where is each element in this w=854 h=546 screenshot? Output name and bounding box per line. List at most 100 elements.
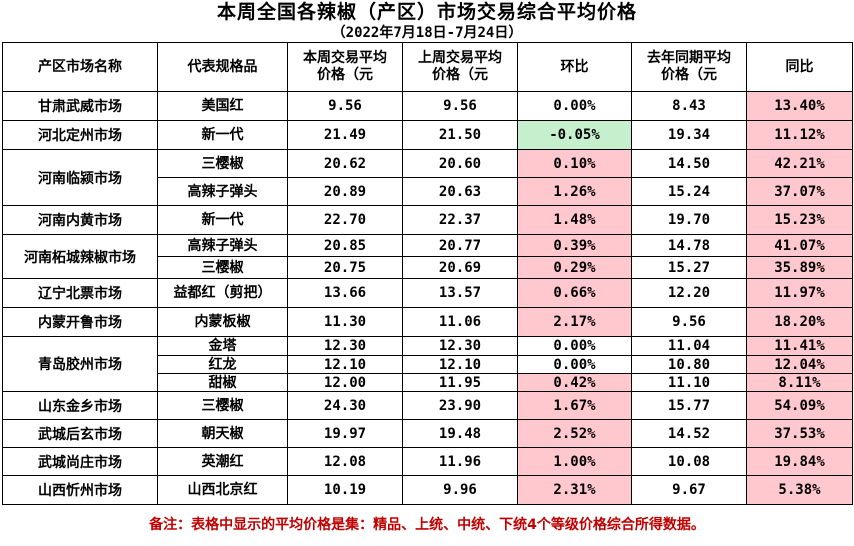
date-range-subtitle: （2022年7月18日-7月24日） xyxy=(331,25,523,41)
last-year-price: 19.70 xyxy=(631,205,747,235)
last-week-price: 20.77 xyxy=(402,234,518,257)
last-week-price: 9.96 xyxy=(402,475,518,505)
this-week-price: 20.75 xyxy=(287,256,403,279)
spec-cell: 益都红（剪把） xyxy=(157,278,288,308)
last-week-price: 11.96 xyxy=(402,447,518,476)
this-week-price: 20.62 xyxy=(287,149,403,178)
table-row: 内蒙开鲁市场 内蒙板椒 11.30 11.06 2.17% 9.56 18.20% xyxy=(2,307,853,337)
last-week-price: 19.48 xyxy=(402,419,518,448)
mom-change: 0.42% xyxy=(517,373,632,392)
yoy-change: 8.11% xyxy=(746,373,853,392)
market-cell: 辽宁北票市场 xyxy=(2,278,158,308)
spec-cell: 高辣子弹头 xyxy=(157,177,288,206)
this-week-price: 22.70 xyxy=(287,205,403,235)
last-week-price: 9.56 xyxy=(402,91,518,121)
mom-change: 2.31% xyxy=(517,475,632,505)
header-this-week-line2: 价格（元 xyxy=(317,67,373,83)
yoy-change: 5.38% xyxy=(746,475,853,505)
spec-cell: 新一代 xyxy=(157,205,288,235)
header-last-week-line2: 价格（元 xyxy=(432,67,488,83)
header-row: 产区市场名称 代表规格品 本周交易平均 价格（元 上周交易平均 价格（元 环比 … xyxy=(2,42,853,92)
mom-change: 1.67% xyxy=(517,391,632,420)
spec-cell: 三樱椒 xyxy=(157,256,288,279)
price-table: 产区市场名称 代表规格品 本周交易平均 价格（元 上周交易平均 价格（元 环比 … xyxy=(2,42,853,505)
spec-cell: 高辣子弹头 xyxy=(157,234,288,257)
table-row: 三樱椒 20.75 20.69 0.29% 15.27 35.89% xyxy=(3,256,853,279)
market-cell: 山东金乡市场 xyxy=(2,391,158,420)
yoy-change: 37.07% xyxy=(746,177,853,206)
header-last-week-line1: 上周交易平均 xyxy=(418,50,502,66)
last-year-price: 11.10 xyxy=(631,373,747,392)
market-cell: 山西忻州市场 xyxy=(2,475,158,505)
table-row: 甘肃武威市场 美国红 9.56 9.56 0.00% 8.43 13.40% xyxy=(2,91,853,121)
yoy-change: 35.89% xyxy=(746,256,853,279)
this-week-price: 12.08 xyxy=(287,447,403,476)
header-last-year: 去年同期平均 价格（元 xyxy=(631,42,747,92)
this-week-price: 12.30 xyxy=(287,336,403,356)
last-year-price: 9.67 xyxy=(631,475,747,505)
spec-cell: 金塔 xyxy=(157,336,288,356)
spec-cell: 三樱椒 xyxy=(157,391,288,420)
market-cell: 河南内黄市场 xyxy=(2,205,158,235)
last-week-price: 20.69 xyxy=(402,256,518,279)
last-year-price: 10.08 xyxy=(631,447,747,476)
header-this-week: 本周交易平均 价格（元 xyxy=(287,42,403,92)
last-week-price: 20.60 xyxy=(402,149,518,178)
table-row: 河北定州市场 新一代 21.49 21.50 -0.05% 19.34 11.12% xyxy=(2,120,853,150)
last-year-price: 15.27 xyxy=(631,256,747,279)
market-cell: 河南临颍市场 xyxy=(2,149,158,206)
yoy-change: 19.84% xyxy=(746,447,853,476)
market-cell: 内蒙开鲁市场 xyxy=(2,307,158,337)
mom-change: 0.00% xyxy=(517,91,632,121)
table-title: 本周全国各辣椒（产区）市场交易综合平均价格 xyxy=(216,1,637,23)
mom-change: 0.39% xyxy=(517,234,632,257)
header-last-week: 上周交易平均 价格（元 xyxy=(402,42,518,92)
spec-cell: 美国红 xyxy=(157,91,288,121)
last-year-price: 14.52 xyxy=(631,419,747,448)
this-week-price: 20.85 xyxy=(287,234,403,257)
mom-change: 1.48% xyxy=(517,205,632,235)
this-week-price: 19.97 xyxy=(287,419,403,448)
spec-cell: 山西北京红 xyxy=(157,475,288,505)
market-cell: 青岛胶州市场 xyxy=(2,336,158,392)
table-row: 河南内黄市场 新一代 22.70 22.37 1.48% 19.70 15.23% xyxy=(2,205,853,235)
market-cell: 河北定州市场 xyxy=(2,120,158,150)
yoy-change: 42.21% xyxy=(746,149,853,178)
yoy-change: 41.07% xyxy=(746,234,853,257)
last-week-price: 22.37 xyxy=(402,205,518,235)
spec-cell: 新一代 xyxy=(157,120,288,150)
footnote: 备注：表格中显示的平均价格是集：精品、上统、中统、下统4个等级价格综合所得数据。 xyxy=(149,517,705,533)
last-year-price: 19.34 xyxy=(631,120,747,150)
header-market: 产区市场名称 xyxy=(2,42,158,92)
market-cell: 甘肃武威市场 xyxy=(2,91,158,121)
mom-change: 0.10% xyxy=(517,149,632,178)
spec-cell: 朝天椒 xyxy=(157,419,288,448)
this-week-price: 10.19 xyxy=(287,475,403,505)
last-year-price: 11.04 xyxy=(631,336,747,356)
last-week-price: 12.30 xyxy=(402,336,518,356)
mom-change: 2.52% xyxy=(517,419,632,448)
table-row: 武城后玄市场 朝天椒 19.97 19.48 2.52% 14.52 37.53% xyxy=(2,419,853,448)
this-week-price: 12.10 xyxy=(287,355,403,374)
this-week-price: 21.49 xyxy=(287,120,403,150)
mom-change: 2.17% xyxy=(517,307,632,337)
header-spec: 代表规格品 xyxy=(157,42,288,92)
yoy-change: 54.09% xyxy=(746,391,853,420)
this-week-price: 13.66 xyxy=(287,278,403,308)
yoy-change: 11.12% xyxy=(746,120,853,150)
mom-change: 0.29% xyxy=(517,256,632,279)
header-yoy: 同比 xyxy=(746,42,853,92)
spec-cell: 三樱椒 xyxy=(157,149,288,178)
table-row: 辽宁北票市场 益都红（剪把） 13.66 13.57 0.66% 12.20 11.97% xyxy=(2,278,853,308)
this-week-price: 9.56 xyxy=(287,91,403,121)
mom-change: 0.00% xyxy=(517,336,632,356)
this-week-price: 24.30 xyxy=(287,391,403,420)
last-week-price: 21.50 xyxy=(402,120,518,150)
yoy-change: 11.97% xyxy=(746,278,853,308)
table-row: 河南柘城辣椒市场 高辣子弹头 20.85 20.77 0.39% 14.78 41.07% xyxy=(2,234,853,279)
last-year-price: 10.80 xyxy=(631,355,747,374)
market-cell: 河南柘城辣椒市场 xyxy=(2,234,158,279)
spec-cell: 英潮红 xyxy=(157,447,288,476)
yoy-change: 18.20% xyxy=(746,307,853,337)
